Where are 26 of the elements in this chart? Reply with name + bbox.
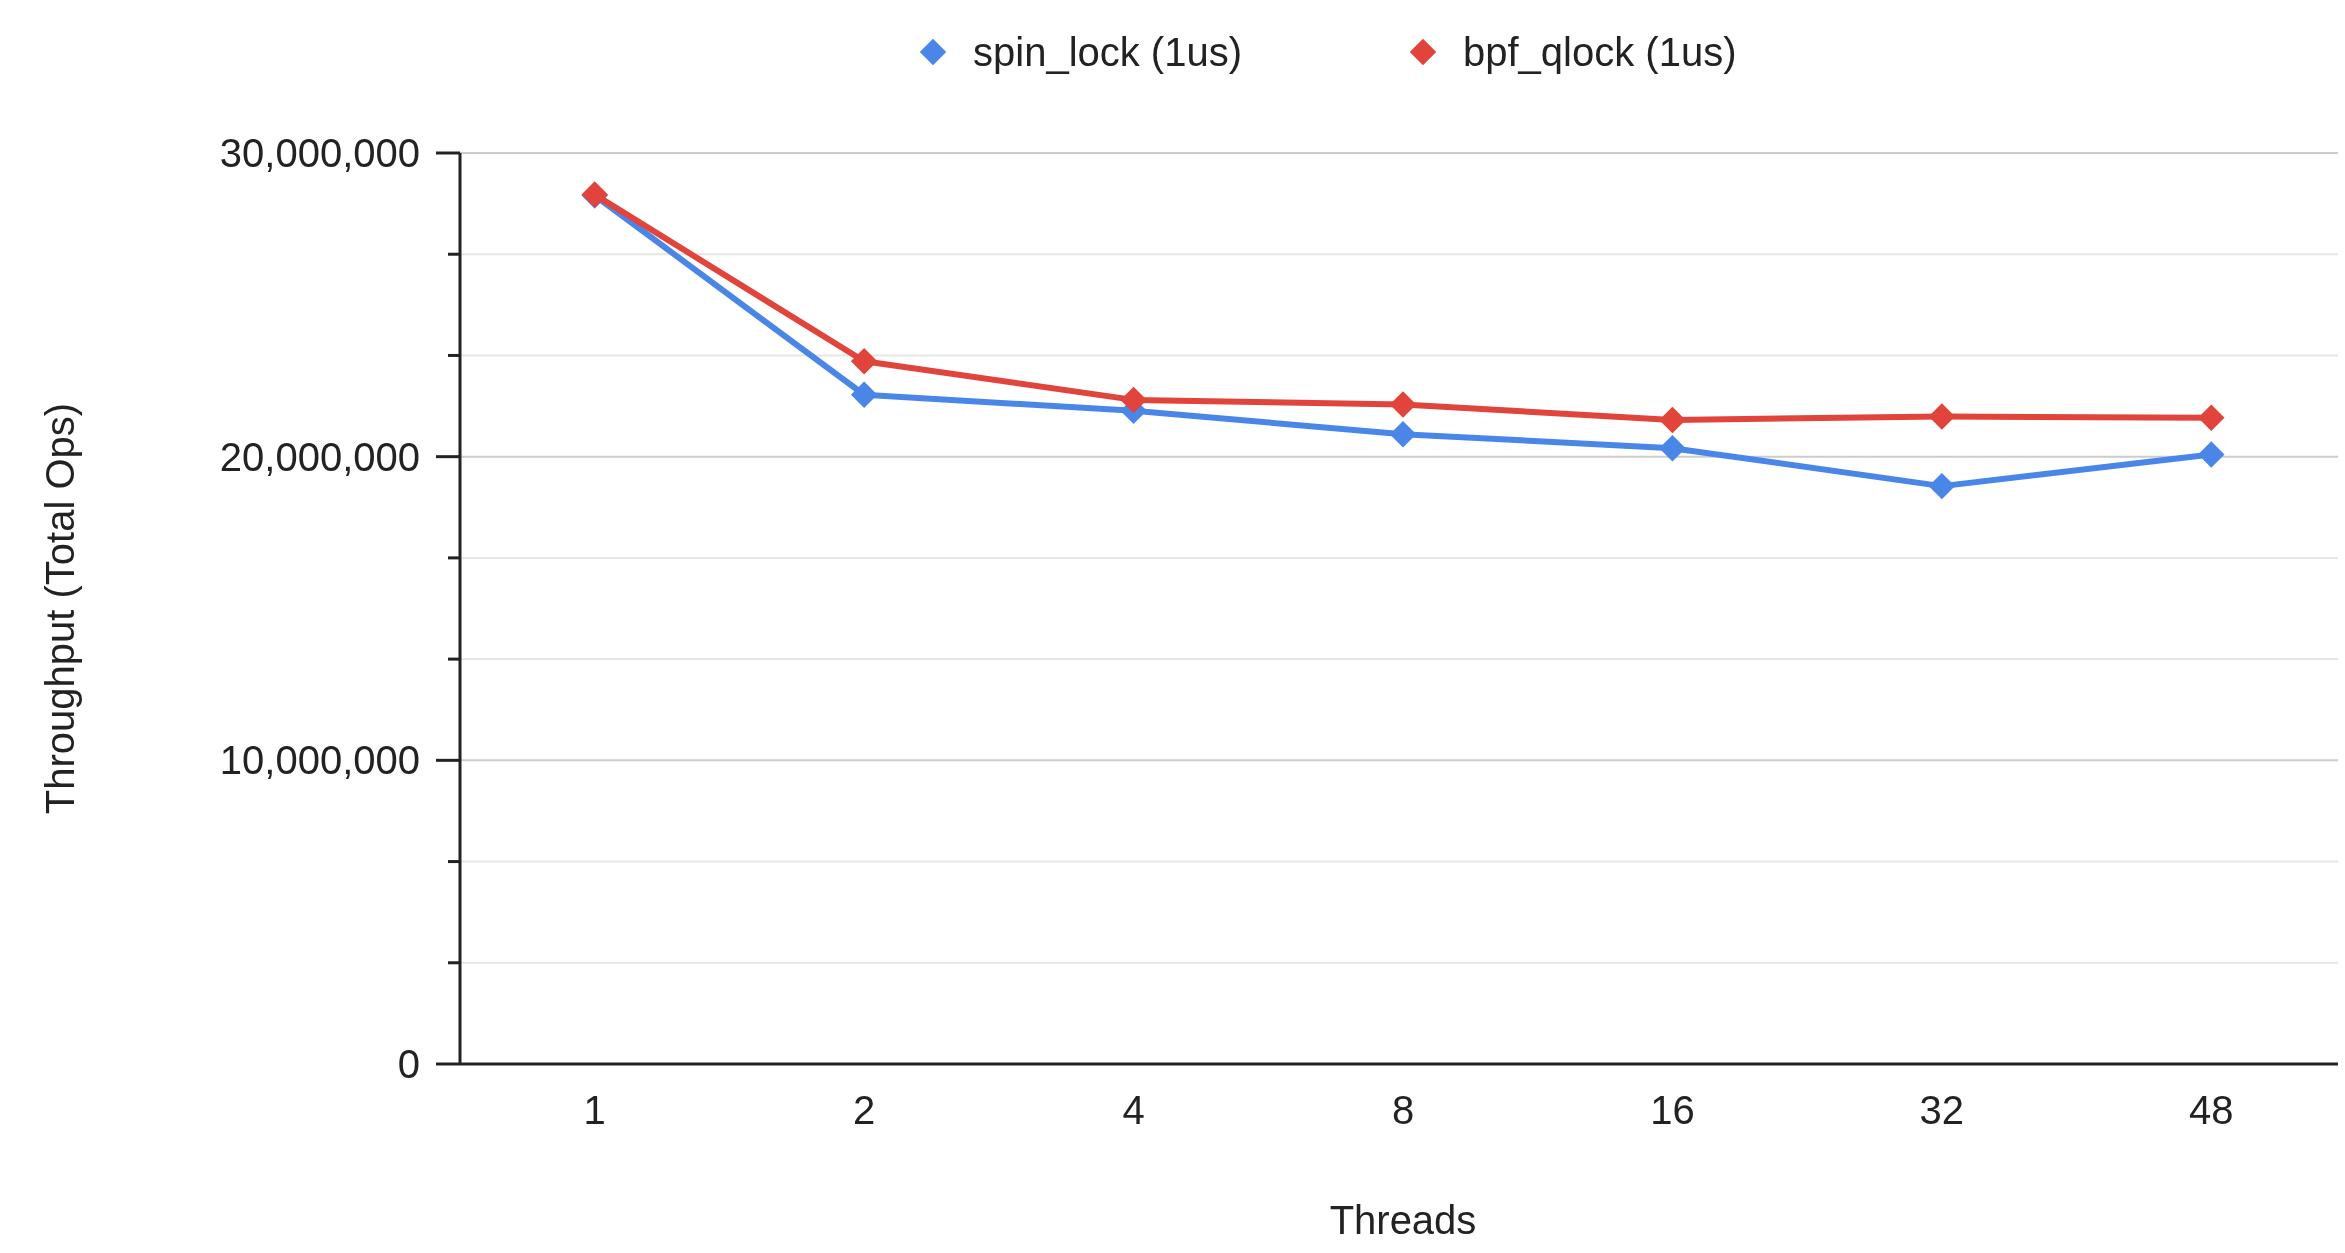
point — [850, 381, 878, 408]
y-axis-title: Throughput (Total Ops) — [38, 402, 82, 815]
point — [1120, 386, 1147, 414]
point — [2198, 441, 2225, 468]
point — [1389, 420, 1417, 448]
point — [850, 348, 878, 375]
x-tick-label: 4 — [1122, 1088, 1145, 1132]
point — [1928, 403, 1956, 430]
point — [2198, 404, 2225, 432]
x-tick-label: 2 — [853, 1088, 876, 1132]
y-tick-label: 0 — [397, 1042, 420, 1086]
x-tick-label: 32 — [1919, 1088, 1965, 1132]
point — [1389, 391, 1417, 418]
point — [1928, 472, 1956, 500]
x-tick-label: 48 — [2189, 1088, 2234, 1132]
point — [1659, 406, 1686, 434]
y-tick-label: 30,000,000 — [219, 131, 420, 175]
x-tick-label: 1 — [583, 1088, 606, 1132]
legend-label: spin_lock (1us) — [973, 30, 1243, 74]
y-tick-label: 20,000,000 — [219, 434, 420, 479]
x-tick-label: 8 — [1391, 1088, 1415, 1132]
point — [1659, 434, 1686, 462]
x-tick-label: 16 — [1650, 1088, 1695, 1132]
legend-label: bpf_qlock (1us) — [1463, 30, 1737, 74]
y-tick-label: 10,000,000 — [219, 738, 420, 783]
x-axis-title: Threads — [1329, 1198, 1477, 1242]
